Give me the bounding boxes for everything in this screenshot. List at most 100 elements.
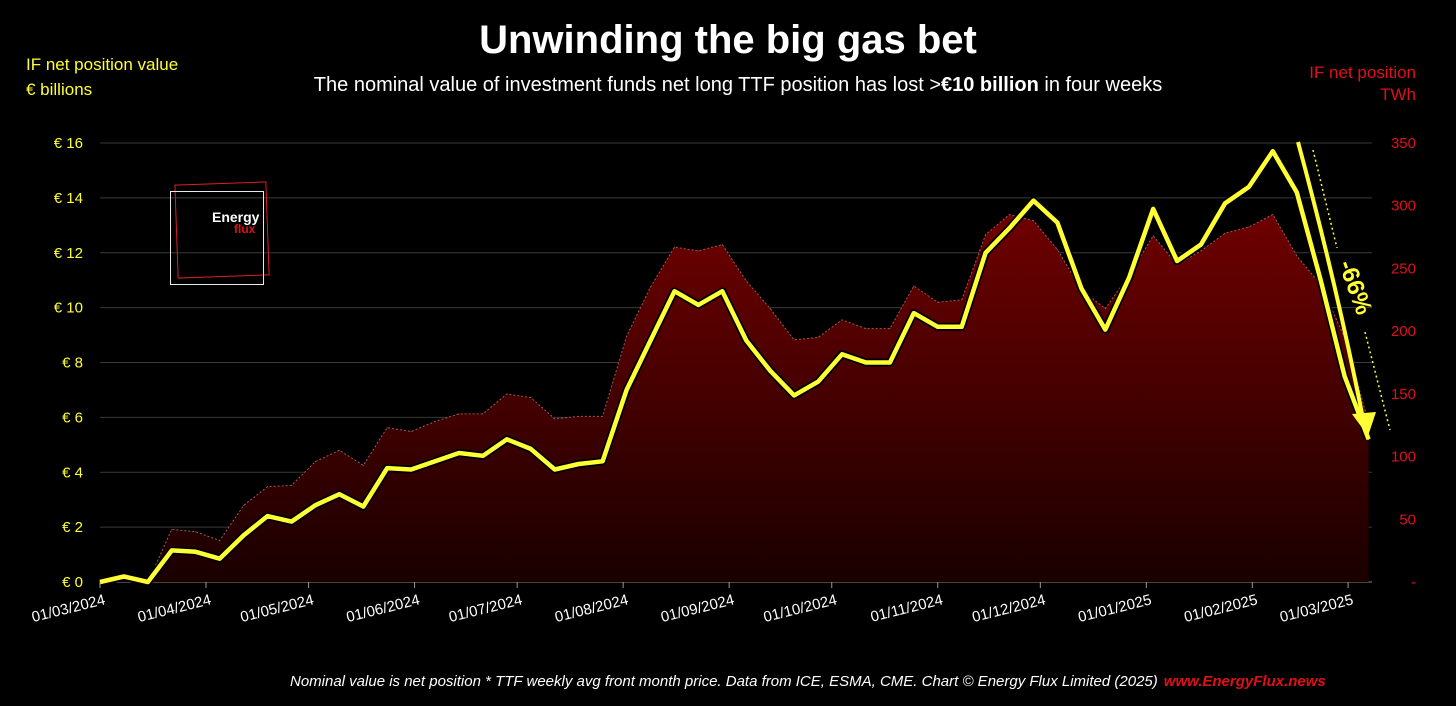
value-point	[554, 469, 556, 471]
position-point	[1224, 232, 1226, 234]
value-line	[99, 148, 1371, 585]
value-point	[865, 362, 867, 363]
value-point	[290, 521, 292, 523]
value-point	[1128, 276, 1130, 278]
value-point	[386, 467, 388, 469]
right-tick-label: 350	[1391, 135, 1416, 152]
value-point	[913, 312, 915, 314]
position-point	[386, 427, 388, 429]
dotted-guide	[1364, 331, 1391, 431]
position-point	[171, 528, 173, 530]
value-point	[673, 290, 675, 292]
x-axis: 01/03/2024 01/04/2024 01/05/2024 01/06/2024…	[30, 582, 1355, 626]
position-point	[219, 540, 221, 542]
left-tick-label: € 14	[54, 190, 83, 207]
value-point	[434, 460, 436, 462]
x-tick-label: 01/11/2024	[869, 591, 945, 625]
value-point	[530, 448, 532, 450]
position-point	[554, 418, 556, 420]
position-point	[913, 285, 915, 287]
value-point	[578, 463, 580, 465]
left-tick-label: € 0	[62, 574, 83, 591]
position-point	[195, 531, 197, 533]
subtitle-highlight: €10 billion	[941, 74, 1039, 96]
position-point	[243, 504, 245, 506]
x-tick-label: 01/07/2024	[447, 591, 524, 626]
position-point	[697, 250, 699, 252]
position-point	[937, 301, 939, 303]
left-tick-label: € 6	[62, 409, 83, 426]
position-point	[362, 464, 364, 466]
position-point	[1056, 249, 1058, 251]
value-point	[338, 493, 340, 495]
dotted-guide	[1312, 149, 1338, 249]
position-point	[1104, 308, 1106, 310]
value-point	[482, 455, 484, 457]
value-point	[650, 340, 652, 342]
right-axis-label: IF net position TWh	[1309, 62, 1416, 106]
value-point	[1056, 222, 1058, 224]
value-point	[362, 506, 364, 508]
chart-subtitle: The nominal value of investment funds ne…	[0, 74, 1456, 97]
position-point	[793, 339, 795, 341]
value-point	[985, 252, 987, 254]
position-point	[889, 328, 891, 330]
position-point	[1272, 213, 1274, 215]
position-point	[434, 420, 436, 422]
x-tick-label: 01/05/2024	[239, 591, 316, 626]
position-point	[1248, 226, 1250, 228]
right-tick-label: 200	[1391, 323, 1416, 340]
value-point	[458, 452, 460, 454]
position-point	[721, 244, 723, 246]
right-tick-label: 300	[1391, 198, 1416, 215]
subtitle-text: The nominal value of investment funds ne…	[313, 74, 941, 96]
right-tick-label: 50	[1399, 511, 1416, 528]
position-point	[1152, 235, 1154, 237]
value-point	[937, 326, 939, 328]
left-tick-label: € 4	[62, 464, 83, 481]
value-point	[602, 460, 604, 462]
value-point	[195, 551, 197, 553]
value-point	[745, 340, 747, 342]
right-tick-label: 100	[1391, 449, 1416, 466]
value-point	[961, 326, 963, 328]
left-tick-label: € 2	[62, 519, 83, 536]
right-axis: - 50 100 150 200 250 300 350	[1391, 135, 1416, 591]
value-line-layer	[99, 147, 1373, 586]
energy-flux-logo: Energy flux	[170, 181, 270, 287]
value-point	[1080, 287, 1082, 289]
left-axis: € 0 € 2 € 4 € 6 € 8 € 10 € 12 € 14 € 16	[54, 135, 83, 591]
subtitle-text-end: in four weeks	[1038, 74, 1163, 96]
position-point	[578, 415, 580, 417]
value-point	[1320, 279, 1322, 281]
chart-title: Unwinding the big gas bet	[479, 18, 977, 62]
position-point	[817, 336, 819, 338]
value-point	[721, 290, 723, 292]
x-tick-label: 01/03/2024	[30, 591, 107, 626]
left-tick-label: € 16	[54, 135, 83, 152]
logo-white-frame	[170, 191, 264, 285]
value-point	[1368, 438, 1370, 440]
position-point	[1296, 255, 1298, 257]
x-tick-label: 01/02/2025	[1182, 591, 1259, 626]
value-point	[841, 353, 843, 355]
right-tick-label: 150	[1391, 386, 1416, 403]
position-point	[530, 397, 532, 399]
position-point	[769, 308, 771, 310]
position-point	[602, 415, 604, 417]
value-point	[1248, 186, 1250, 188]
position-point	[745, 280, 747, 282]
position-point	[458, 413, 460, 415]
position-point	[506, 393, 508, 395]
position-area-edge	[99, 213, 1370, 583]
position-area	[100, 214, 1369, 582]
left-axis-label-line2: € billions	[26, 80, 93, 99]
footer-website-link[interactable]: www.EnergyFlux.news	[1163, 673, 1326, 690]
position-point	[1009, 213, 1011, 215]
value-point	[769, 370, 771, 372]
value-point	[1032, 200, 1034, 202]
value-point	[1152, 208, 1154, 210]
value-point	[697, 304, 699, 306]
position-point	[338, 449, 340, 451]
value-point	[1176, 260, 1178, 262]
